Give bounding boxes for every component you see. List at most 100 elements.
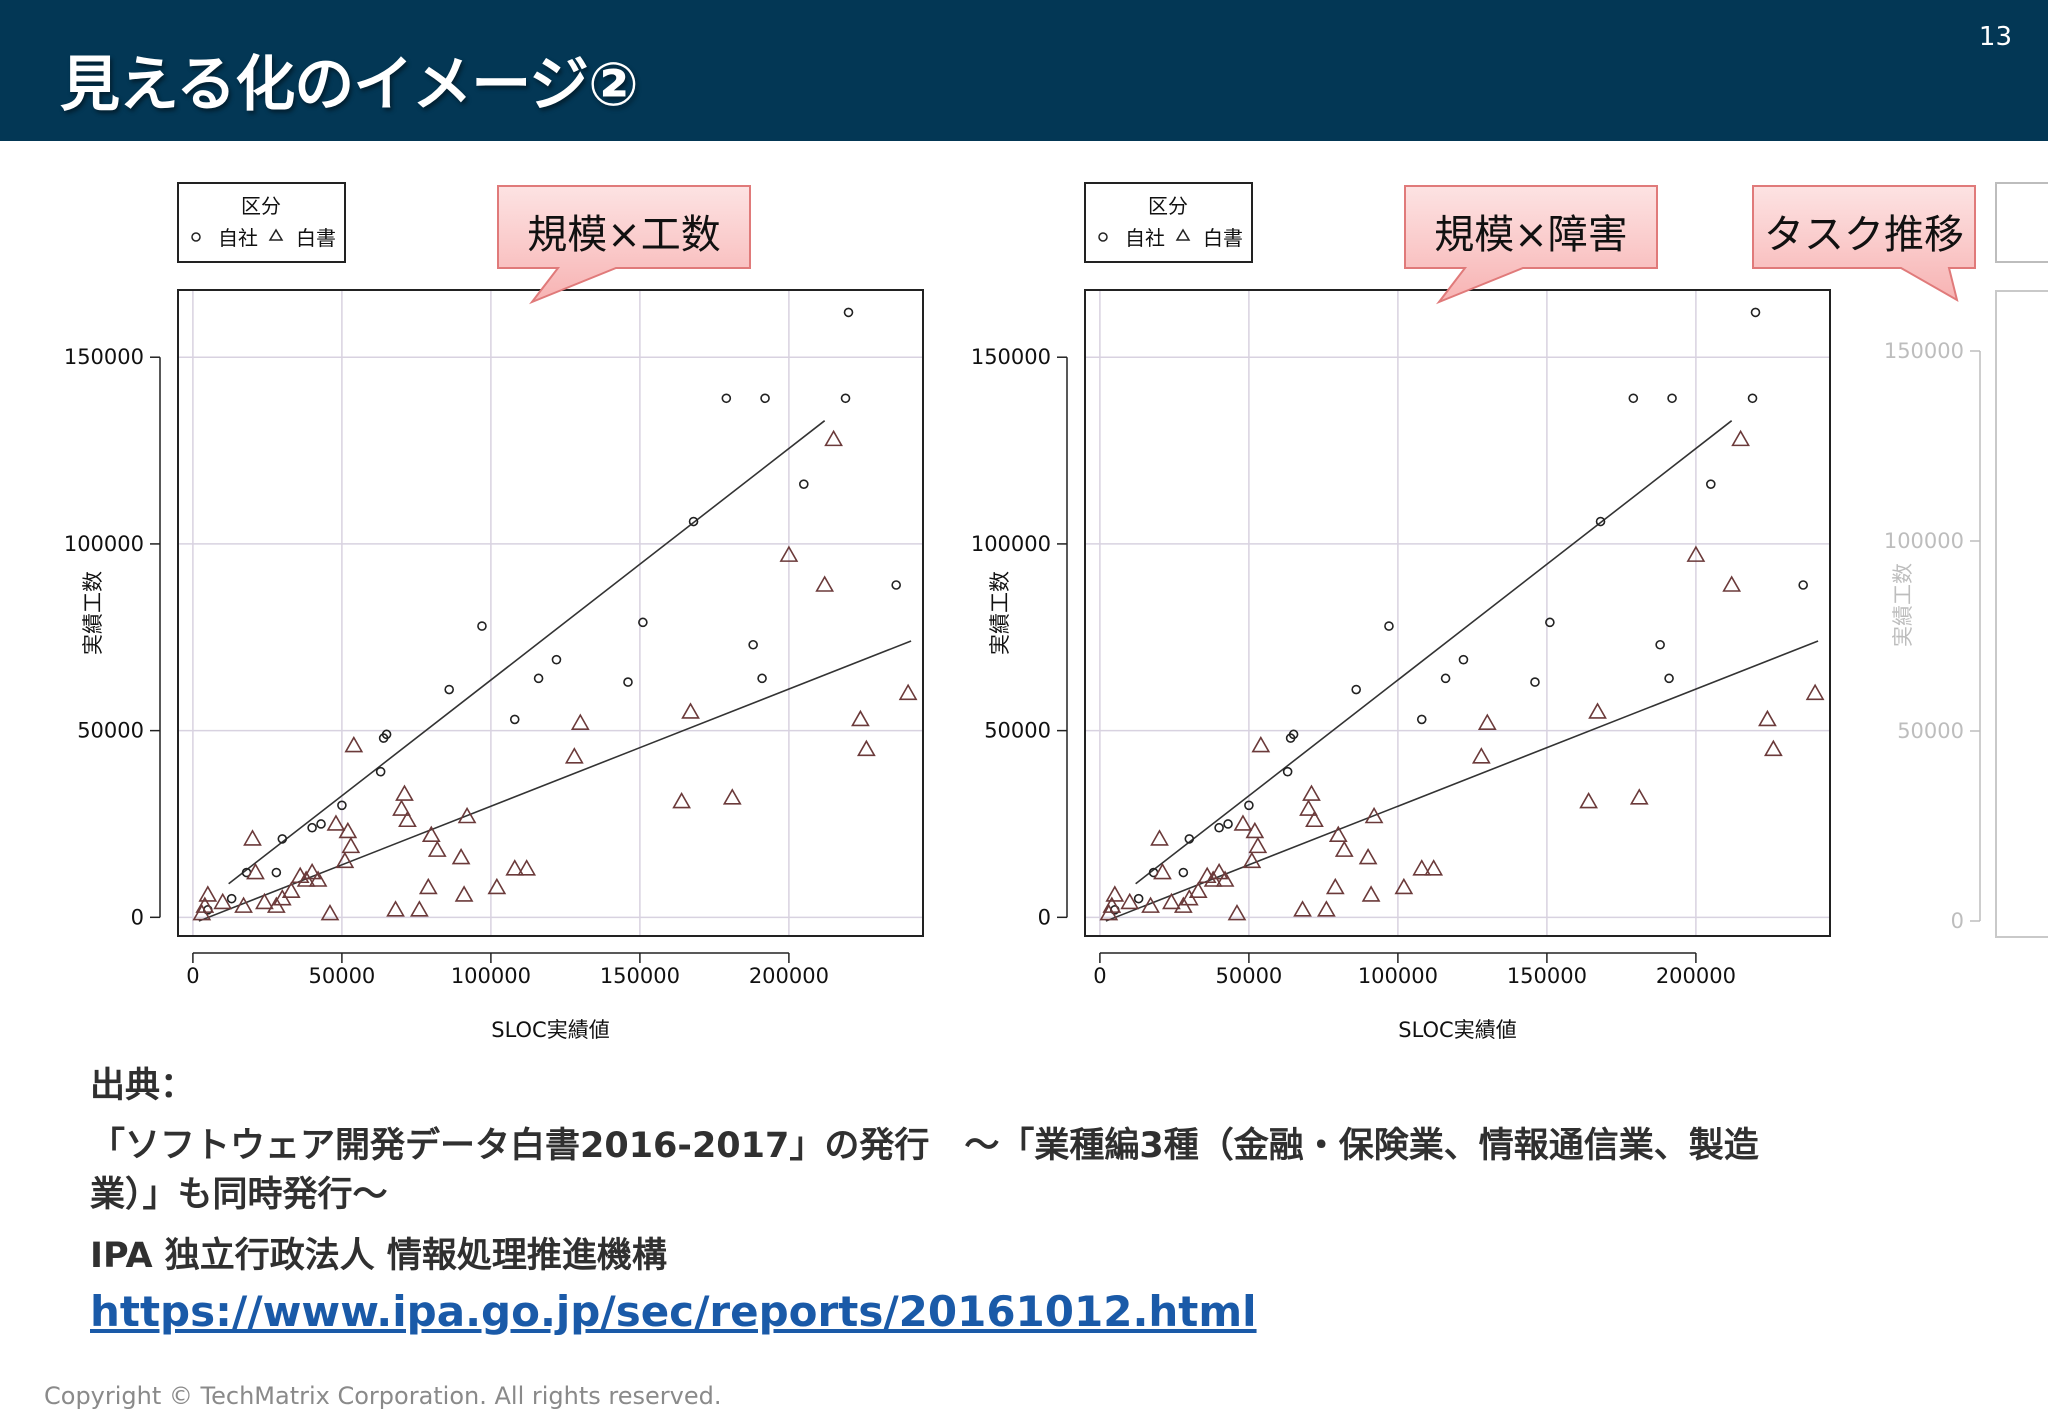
- data-point: [243, 829, 262, 846]
- data-point: [1102, 896, 1122, 913]
- x-tick-label: 0: [1093, 964, 1106, 988]
- source-title-line1: 「ソフトウェア開発データ白書2016-2017」の発行 ～「業種編3種（金融・保…: [90, 1126, 1759, 1166]
- callout-text: タスク推移: [1764, 212, 1964, 258]
- data-point: [1214, 822, 1224, 833]
- data-point: [1223, 819, 1233, 829]
- x-axis-title: SLOC実績値: [491, 1018, 609, 1042]
- y-tick-label: 150000: [1884, 339, 1964, 363]
- data-point: [1805, 683, 1825, 701]
- data-point: [851, 709, 870, 727]
- data-point: [533, 673, 544, 684]
- data-point: [1686, 545, 1706, 562]
- data-point: [1242, 851, 1262, 869]
- data-point: [1358, 847, 1378, 865]
- data-point: [1184, 834, 1195, 844]
- data-point: [1141, 896, 1160, 913]
- data-point: [1244, 800, 1254, 811]
- data-point: [1120, 892, 1140, 910]
- data-point: [234, 896, 253, 913]
- data-point: [1722, 575, 1742, 592]
- y-axis: 0 50000 100000 150000: [971, 345, 1068, 929]
- data-point: [1416, 714, 1427, 725]
- data-point: [1530, 677, 1540, 687]
- legend-title: 区分: [1148, 194, 1188, 218]
- x-tick-label: 0: [2010, 964, 2023, 965]
- x-tick-label: 200000: [749, 964, 829, 988]
- data-point: [1153, 862, 1172, 880]
- legend-circle-marker: [191, 232, 201, 242]
- series-circle: [1110, 307, 1808, 915]
- x-tick-label: 100000: [1358, 964, 1438, 988]
- x-axis: 0 50000 100000 150000 200000: [186, 952, 829, 988]
- callout-bubble: [1404, 185, 1658, 305]
- data-point: [1758, 709, 1777, 727]
- data-point: [891, 580, 901, 590]
- series-circle: [203, 307, 901, 915]
- data-point: [638, 617, 648, 628]
- data-point: [477, 621, 487, 631]
- data-point: [326, 814, 346, 831]
- data-point: [798, 479, 809, 489]
- callout-text: 規模×障害: [1434, 212, 1628, 258]
- data-point: [392, 799, 411, 816]
- y-tick-label: 50000: [1897, 719, 1964, 743]
- slide-title: 見える化のイメージ②: [60, 50, 639, 120]
- data-point: [779, 545, 799, 562]
- data-point: [1747, 393, 1758, 404]
- data-point: [246, 862, 265, 880]
- y-tick-label: 0: [1951, 909, 1964, 933]
- legend-label: 白書: [296, 226, 336, 250]
- data-point: [1209, 862, 1229, 880]
- data-point: [840, 393, 851, 404]
- data-point: [1655, 639, 1665, 650]
- y-tick-label: 100000: [64, 532, 144, 556]
- data-point: [1317, 900, 1336, 917]
- y-tick-label: 50000: [984, 719, 1051, 743]
- x-tick-label: 50000: [308, 964, 375, 988]
- data-point: [1361, 885, 1381, 902]
- chart-grid: [178, 290, 923, 936]
- data-point: [1364, 806, 1384, 824]
- data-point: [857, 739, 876, 757]
- x-tick-label: 0: [186, 964, 199, 988]
- data-point: [760, 393, 770, 404]
- data-point: [843, 307, 854, 318]
- data-point: [505, 859, 525, 876]
- data-point: [337, 800, 347, 811]
- copyright-text: Copyright © TechMatrix Corporation. All …: [44, 1382, 722, 1410]
- data-point: [1629, 788, 1649, 805]
- data-point: [395, 784, 414, 801]
- data-point: [457, 806, 477, 824]
- data-point: [815, 575, 835, 592]
- data-point: [307, 822, 317, 833]
- data-point: [1424, 859, 1444, 876]
- y-tick-label: 100000: [971, 532, 1051, 556]
- data-point: [1471, 747, 1491, 764]
- series-triangle: [192, 429, 918, 921]
- chart-grid: [1085, 290, 1830, 936]
- data-point: [255, 892, 274, 910]
- data-point: [564, 747, 584, 764]
- plot-frame: [177, 289, 924, 937]
- data-point: [1133, 893, 1144, 904]
- series-triangle: [1099, 429, 1825, 921]
- data-point: [1325, 877, 1345, 895]
- source-link[interactable]: https://www.ipa.go.jp/sec/reports/201610…: [90, 1287, 1257, 1336]
- data-point: [748, 639, 758, 650]
- data-point: [320, 903, 340, 921]
- data-point: [1248, 836, 1268, 854]
- data-point: [421, 825, 441, 842]
- data-point: [1384, 621, 1394, 631]
- source-label: 出典：: [90, 1066, 196, 1106]
- data-point: [1302, 784, 1321, 801]
- data-point: [1412, 859, 1432, 876]
- data-point: [277, 834, 288, 844]
- data-point: [1458, 654, 1469, 665]
- data-point: [338, 821, 358, 839]
- x-axis-title: SLOC実績値: [1398, 1018, 1516, 1042]
- data-point: [1798, 580, 1808, 590]
- x-tick-label: 150000: [1507, 964, 1587, 988]
- scatter-plot-task-trend-partial: 0 50000 100000 150000 0 実績工数: [1880, 175, 2048, 965]
- data-point: [1477, 713, 1497, 730]
- data-point: [344, 735, 364, 753]
